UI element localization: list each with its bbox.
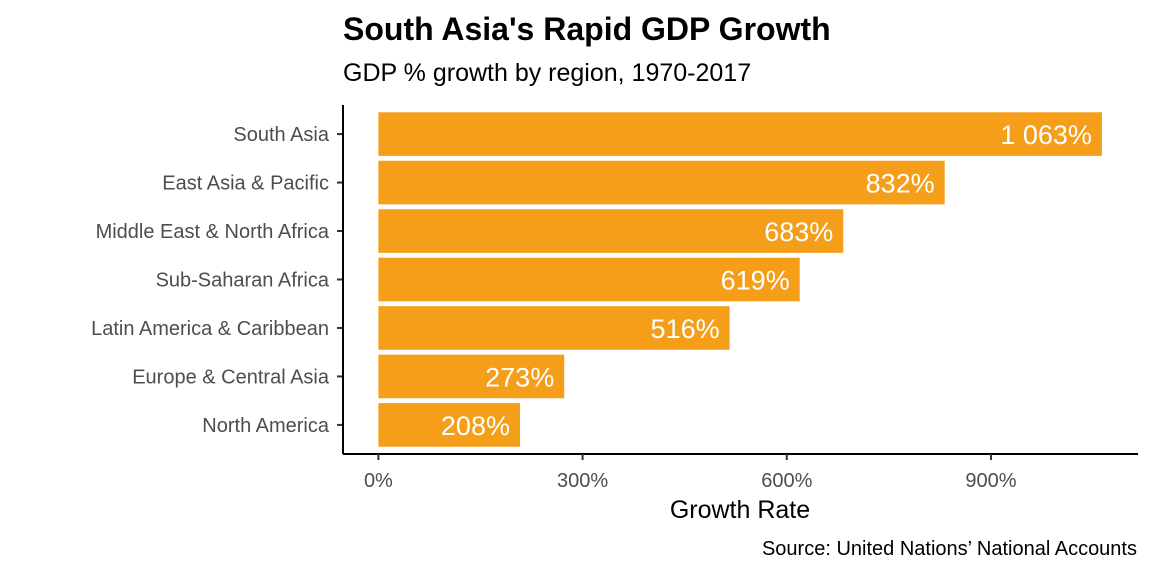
bar — [378, 209, 844, 253]
bar — [378, 403, 520, 447]
bar-value-label: 832% — [866, 169, 935, 199]
bars-layer — [378, 112, 1102, 447]
bar — [378, 112, 1102, 156]
tick-labels-layer: 0% 300% 600% 900% — [364, 470, 1017, 492]
bar-value-label: 1 063% — [1000, 120, 1092, 150]
category-labels-layer: South Asia East Asia & Pacific Middle East… — [91, 124, 330, 437]
bar-value-label: 683% — [764, 217, 833, 247]
x-axis-title: Growth Rate — [670, 496, 810, 524]
chart-subtitle: GDP % growth by region, 1970-2017 — [343, 59, 752, 87]
category-label: Latin America & Caribbean — [91, 318, 329, 340]
x-tick-label: 600% — [761, 470, 812, 492]
bar — [378, 354, 565, 399]
category-label: East Asia & Pacific — [162, 173, 329, 195]
chart-title: South Asia's Rapid GDP Growth — [343, 11, 831, 47]
category-label: Middle East & North Africa — [96, 221, 330, 243]
bar-value-label: 516% — [651, 314, 720, 344]
bar-value-label: 273% — [485, 362, 554, 392]
x-tick-label: 0% — [364, 470, 393, 492]
bar — [378, 306, 730, 350]
x-tick-label: 300% — [557, 470, 608, 492]
bar-value-label: 208% — [441, 411, 510, 441]
category-label: Europe & Central Asia — [132, 366, 330, 388]
axes-layer — [337, 105, 1138, 460]
bar — [378, 257, 800, 302]
category-label: South Asia — [233, 124, 330, 146]
category-label: Sub-Saharan Africa — [156, 270, 330, 292]
category-label: North America — [202, 415, 330, 437]
value-labels-layer: 1 063% 832% 683% 619%516% 273% 208% — [441, 120, 1092, 441]
chart-caption: Source: United Nations’ National Account… — [761, 538, 1137, 560]
bar — [378, 160, 945, 205]
bar-value-label: 619% — [721, 266, 790, 296]
x-tick-label: 900% — [965, 470, 1016, 492]
